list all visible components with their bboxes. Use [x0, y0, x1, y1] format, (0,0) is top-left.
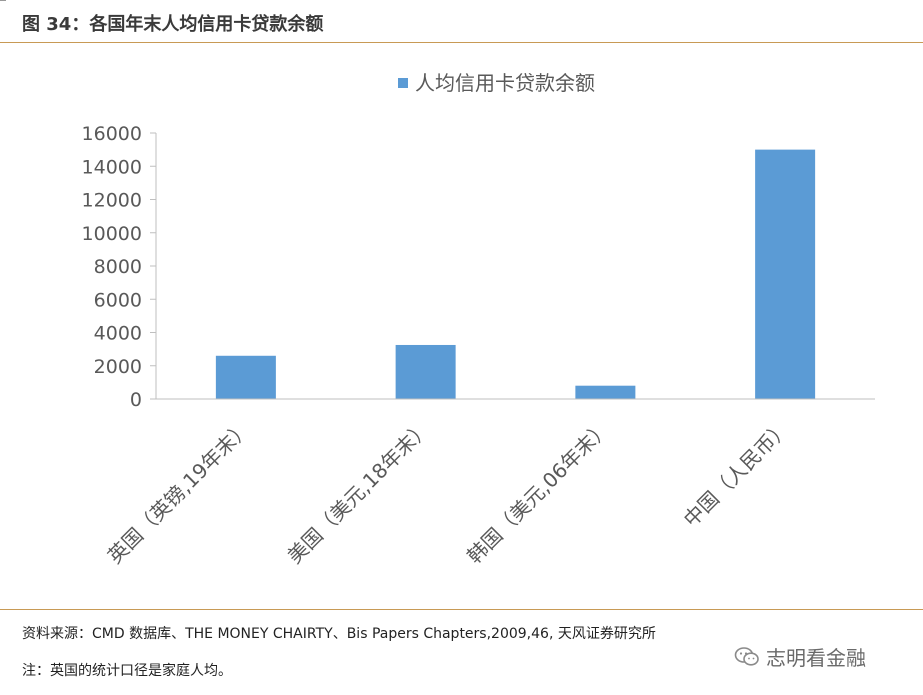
- y-tick-label: 14000: [82, 156, 142, 178]
- y-axis: 0 2000 4000 6000 8000 10000 12000 14000 16000: [82, 123, 157, 411]
- y-tick-label: 6000: [94, 289, 142, 311]
- bar: [395, 344, 456, 399]
- x-tick-label: 韩国（美元,06年末）: [462, 416, 615, 569]
- bar: [215, 355, 276, 399]
- source-note: 资料来源：CMD 数据库、THE MONEY CHAIRTY、Bis Paper…: [22, 626, 656, 642]
- x-tick-label: 美国（美元,18年末）: [283, 416, 436, 569]
- figure-title: 图 34：各国年末人均信用卡贷款余额: [22, 14, 324, 35]
- y-tick-label: 10000: [82, 223, 142, 245]
- y-tick-label: 8000: [94, 256, 142, 278]
- chart-legend: 人均信用卡贷款余额: [398, 71, 595, 95]
- bar: [755, 149, 816, 399]
- x-axis: 英国（英镑,19年末） 美国（美元,18年末） 韩国（美元,06年末） 中国（人民币）: [103, 398, 875, 569]
- y-tick-label: 0: [130, 389, 142, 411]
- y-tick-label: 4000: [94, 323, 142, 345]
- footer-rule: [0, 609, 923, 610]
- x-tick-label: 英国（英镑,19年末）: [103, 416, 256, 569]
- header-rule: [0, 42, 923, 43]
- figure-header: 图 34：各国年末人均信用卡贷款余额: [0, 0, 923, 44]
- y-tick-label: 2000: [94, 356, 142, 378]
- y-tick-label: 12000: [82, 190, 142, 212]
- bar: [575, 385, 636, 399]
- corner-mark: [0, 0, 6, 1]
- bar-chart: 人均信用卡贷款余额 0 2000 4000 6000 8000 10000 12000 140…: [82, 71, 875, 569]
- wechat-icon: [734, 646, 759, 666]
- bar-series: [215, 149, 816, 399]
- footnote: 注：英国的统计口径是家庭人均。: [22, 663, 232, 679]
- brand-watermark: 志明看金融: [734, 642, 866, 671]
- brand-text: 志明看金融: [766, 646, 866, 670]
- legend-label: 人均信用卡贷款余额: [415, 71, 595, 95]
- x-tick-label: 中国（人民币）: [679, 416, 795, 532]
- y-tick-label: 16000: [82, 123, 142, 145]
- legend-swatch: [398, 78, 408, 88]
